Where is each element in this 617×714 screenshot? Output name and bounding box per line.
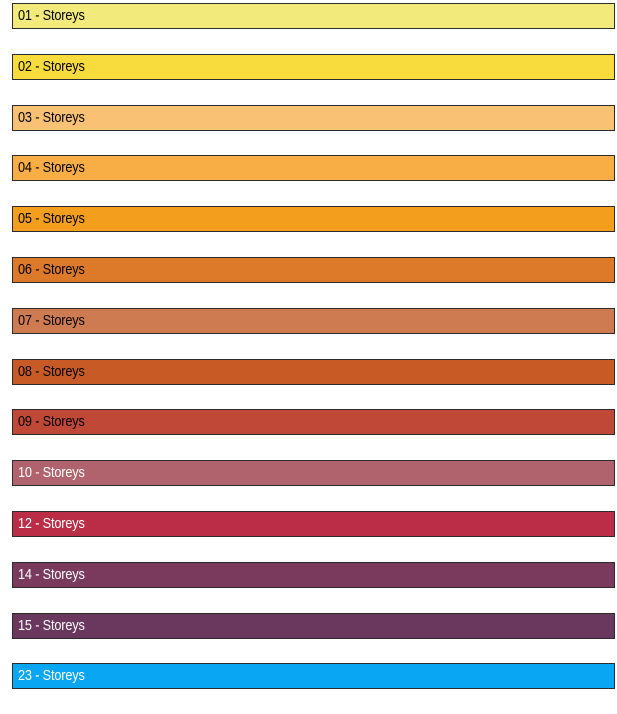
legend-item-label: 07 - Storeys (18, 312, 85, 329)
legend-item-label: 01 - Storeys (18, 8, 85, 24)
legend-item-label: 06 - Storeys (18, 261, 85, 278)
legend-item: 14 - Storeys (12, 561, 615, 588)
legend-item: 02 - Storeys (12, 53, 615, 80)
legend-item: 04 - Storeys (12, 155, 615, 182)
legend-item-label: 02 - Storeys (18, 58, 85, 75)
legend-item-label: 09 - Storeys (18, 414, 85, 431)
legend-item-label: 10 - Storeys (18, 465, 85, 482)
legend-item: 12 - Storeys (12, 510, 615, 537)
storey-legend: 01 - Storeys 02 - Storeys 03 - Storeys 04 -… (12, 3, 615, 714)
legend-item-label: 03 - Storeys (18, 109, 85, 126)
legend-item: 05 - Storeys (12, 206, 615, 233)
legend-item: 15 - Storeys (12, 612, 615, 639)
legend-item-label: 04 - Storeys (18, 160, 85, 177)
legend-item-label: 14 - Storeys (18, 566, 85, 583)
legend-item-label: 05 - Storeys (18, 211, 85, 228)
legend-item: 07 - Storeys (12, 307, 615, 334)
legend-item: 10 - Storeys (12, 460, 615, 487)
legend-item: 01 - Storeys (12, 3, 615, 29)
legend-item: 06 - Storeys (12, 256, 615, 283)
legend-item: 03 - Storeys (12, 104, 615, 131)
legend-item-label: 08 - Storeys (18, 363, 85, 380)
legend-item: 09 - Storeys (12, 409, 615, 436)
legend-item-label: 23 - Storeys (18, 668, 85, 685)
legend-item: 08 - Storeys (12, 358, 615, 385)
legend-item: 23 - Storeys (12, 663, 615, 690)
legend-item-label: 15 - Storeys (18, 617, 85, 634)
legend-item-label: 12 - Storeys (18, 515, 85, 532)
